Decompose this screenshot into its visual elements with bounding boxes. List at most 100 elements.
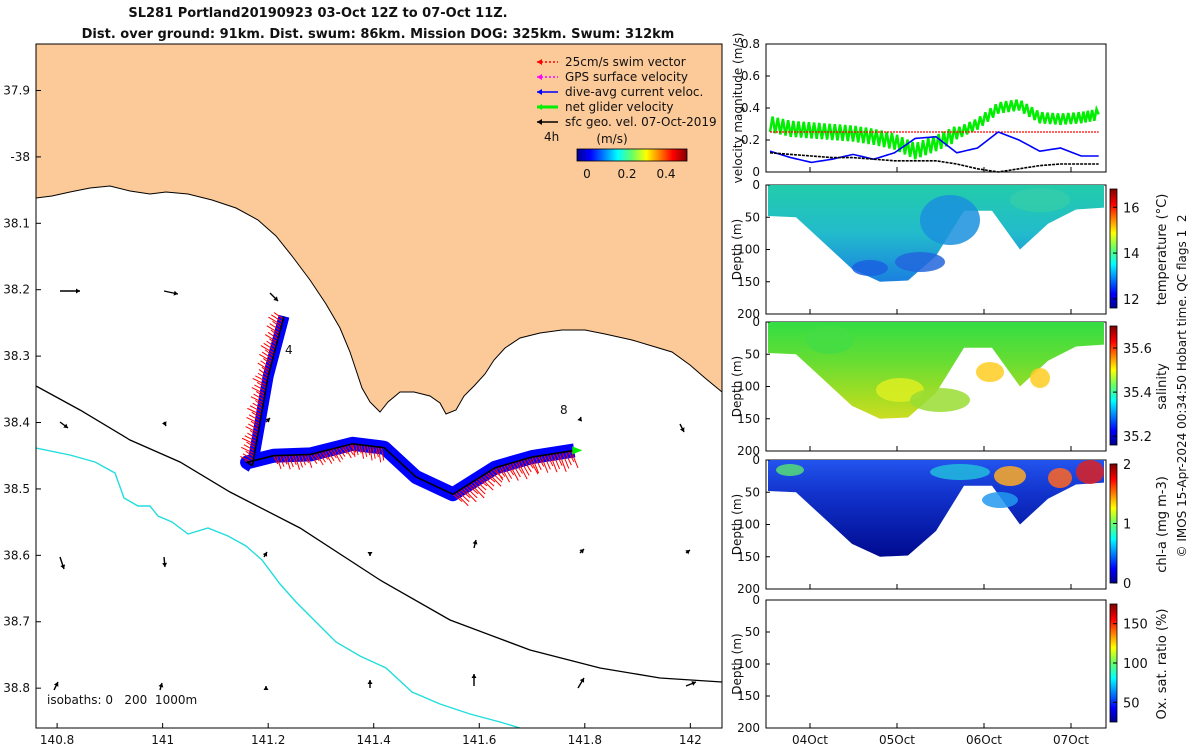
swim-vector bbox=[270, 329, 280, 337]
swim-vector bbox=[326, 449, 335, 462]
legend-label: GPS surface velocity bbox=[565, 70, 688, 84]
section-colorbar-tick: 35.6 bbox=[1123, 342, 1152, 357]
vel-ytick-label: 0.2 bbox=[741, 133, 760, 147]
swim-vector bbox=[514, 461, 523, 474]
section-ytick-label: 200 bbox=[737, 582, 760, 596]
swim-vector bbox=[297, 454, 304, 468]
map-xtick-label: 141 bbox=[151, 733, 174, 747]
section-panel-3: 0 50 100 150 200 Depth (m) 0 1 2 chl-a (mg m-3) bbox=[730, 453, 1170, 596]
swim-vector bbox=[369, 445, 373, 461]
section-colorbar bbox=[1109, 188, 1118, 309]
section-ylabel: Depth (m) bbox=[730, 356, 744, 417]
swim-vector bbox=[248, 414, 261, 422]
map-ytick-label: 38.3 bbox=[3, 349, 30, 363]
swim-vector bbox=[258, 369, 269, 377]
isobath-1000 bbox=[36, 447, 521, 728]
colorbar-tick-0.4: 0.4 bbox=[656, 167, 675, 181]
swim-vector bbox=[335, 447, 344, 460]
swim-vector bbox=[378, 446, 382, 463]
swim-vector bbox=[264, 349, 274, 357]
section-colorbar-label: salinity bbox=[1155, 363, 1170, 410]
map-ytick-label: 37.9 bbox=[3, 83, 30, 97]
annot-4h: 4h bbox=[544, 130, 559, 144]
swim-vector bbox=[266, 340, 277, 348]
map-xtick-label: 142 bbox=[679, 733, 702, 747]
legend-label: 25cm/s swim vector bbox=[565, 55, 686, 69]
velocity-series-line bbox=[768, 99, 1100, 160]
swim-vector bbox=[248, 423, 259, 431]
swim-vector bbox=[452, 493, 463, 502]
swim-vector bbox=[273, 455, 279, 465]
swim-vector bbox=[343, 445, 352, 459]
swim-vector bbox=[251, 387, 266, 395]
swim-vector bbox=[455, 492, 469, 507]
swim-vector bbox=[255, 375, 268, 383]
swim-vector bbox=[457, 490, 470, 503]
section-colorbar-tick: 2 bbox=[1123, 458, 1131, 473]
section-ytick-label: 0 bbox=[752, 593, 760, 607]
swim-vector bbox=[558, 452, 567, 472]
vel-ytick-label: 0.4 bbox=[741, 101, 760, 115]
colorbar-title: (m/s) bbox=[596, 132, 627, 146]
geostrophic-arrowhead bbox=[263, 686, 269, 690]
section-colorbar-tick: 50 bbox=[1123, 696, 1140, 711]
title-line-1: SL281 Portland20190923 03-Oct 12Z to 07-… bbox=[128, 6, 507, 21]
map-xtick-label: 141.8 bbox=[568, 733, 602, 747]
section-xtick-label: 04Oct bbox=[792, 733, 828, 747]
swim-vector bbox=[243, 444, 256, 452]
section-ytick-label: 150 bbox=[737, 275, 760, 289]
section-ytick-label: 50 bbox=[745, 625, 760, 639]
section-data-patch bbox=[1010, 188, 1070, 212]
section-colorbar bbox=[1109, 325, 1118, 446]
section-ytick-label: 100 bbox=[737, 518, 760, 532]
swim-vector bbox=[285, 455, 291, 470]
swim-vector bbox=[257, 362, 270, 371]
swim-vector bbox=[355, 444, 359, 456]
geostrophic-arrowhead bbox=[472, 540, 478, 545]
geostrophic-arrowhead bbox=[173, 290, 178, 296]
swim-vector bbox=[329, 449, 337, 459]
map-frame bbox=[35, 43, 723, 729]
section-data-patch bbox=[806, 326, 854, 354]
section-ytick-label: 200 bbox=[737, 444, 760, 458]
geostrophic-arrowhead bbox=[265, 418, 270, 423]
swim-vector bbox=[517, 460, 528, 480]
vel-ytick-label: 0 bbox=[752, 165, 760, 179]
section-data-patch bbox=[930, 464, 990, 480]
swim-vector bbox=[564, 451, 572, 466]
section-data-patch bbox=[976, 362, 1004, 382]
legend-label: sfc geo. vel. 07-Oct-2019 bbox=[565, 115, 717, 129]
section-panel-1: 0 50 100 150 200 Depth (m) 12 14 16 temperature (… bbox=[730, 178, 1170, 321]
swim-vector bbox=[288, 454, 294, 468]
section-data-patch bbox=[1048, 468, 1072, 488]
swim-vector bbox=[282, 455, 288, 465]
map-panel: 140.8 141 141.2 141.4 141.6 141.8 142 37.9 -38 38… bbox=[3, 43, 723, 747]
geostrophic-arrowhead bbox=[158, 683, 164, 688]
section-data-patch bbox=[910, 388, 970, 412]
swim-vector bbox=[520, 460, 530, 476]
map-xtick-label: 140.8 bbox=[40, 733, 74, 747]
section-colorbar-label: chl-a (mg m-3) bbox=[1155, 476, 1170, 573]
section-ytick-label: 100 bbox=[737, 243, 760, 257]
swim-vector bbox=[561, 452, 570, 469]
section-ytick-label: 50 bbox=[745, 485, 760, 499]
section-data-patch bbox=[994, 466, 1026, 486]
geostrophic-arrowhead bbox=[60, 564, 66, 569]
map-ytick-label: 38.1 bbox=[3, 216, 30, 230]
swim-vector bbox=[534, 456, 542, 471]
swim-vector bbox=[251, 411, 262, 419]
section-data-field bbox=[768, 460, 1104, 557]
swim-vector bbox=[254, 384, 266, 392]
section-ytick-label: 150 bbox=[737, 550, 760, 564]
swim-vector bbox=[460, 489, 471, 499]
swim-vector bbox=[467, 484, 479, 495]
legend-entry: net glider velocity bbox=[537, 100, 673, 114]
legend-entry: 25cm/s swim vector bbox=[537, 55, 686, 69]
swim-vector bbox=[261, 351, 273, 360]
geostrophic-arrowhead bbox=[53, 682, 59, 687]
section-ytick-label: 0 bbox=[752, 178, 760, 192]
swim-vector bbox=[261, 366, 270, 374]
geostrophic-arrowhead bbox=[262, 552, 268, 557]
swim-vector bbox=[273, 312, 284, 320]
geostrophic-arrowhead bbox=[367, 680, 373, 684]
